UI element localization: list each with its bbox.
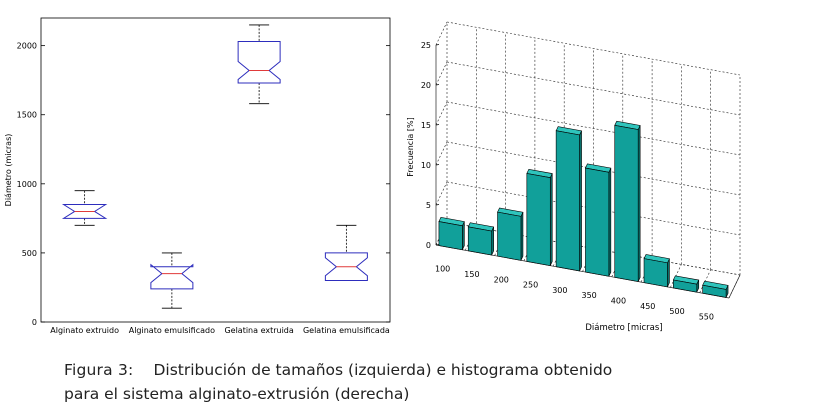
histogram-x-axis-label: Diámetro [micras] xyxy=(585,323,662,333)
histogram-x-tick-label: 450 xyxy=(640,302,655,311)
histogram-bar xyxy=(585,167,610,277)
histogram-side-grid-line xyxy=(435,61,448,86)
histogram-x-tick-label: 400 xyxy=(611,296,626,305)
boxplot-chart: 0 500 1000 1500 2000 Alginato extruido Algina… xyxy=(4,17,391,335)
histogram-y-tick xyxy=(435,164,440,166)
histogram-bar xyxy=(673,279,698,293)
histogram-side-grid-line xyxy=(435,101,448,126)
boxplot-box xyxy=(324,252,368,282)
caption-text-1: Distribución de tamaños (izquierda) e hi… xyxy=(153,361,613,379)
histogram-side-grid-line xyxy=(435,141,448,166)
boxplot-category-label: Gelatina extruida xyxy=(224,326,293,335)
histogram-bar xyxy=(702,284,727,298)
boxplot-y-tick-label: 1500 xyxy=(17,111,37,120)
histogram-x-axis-end xyxy=(728,274,741,299)
histogram-y-tick-label: 10 xyxy=(421,161,431,170)
histogram-3d-chart: 0 5 10 15 20 25 100 150 200 250 300 350 400 450 500 550… xyxy=(406,21,741,333)
boxplot-box xyxy=(150,263,194,290)
histogram-bar xyxy=(497,211,522,261)
histogram-bar xyxy=(555,130,580,272)
histogram-y-tick-label: 20 xyxy=(421,81,431,90)
histogram-y-tick xyxy=(435,44,440,46)
histogram-side-grid-line xyxy=(435,21,448,46)
histogram-x-tick-label: 150 xyxy=(464,270,479,279)
caption-line-1: Figura 3: Distribución de tamaños (izquie… xyxy=(64,358,804,382)
boxplot-category-label: Gelatina emulsificada xyxy=(303,326,390,335)
histogram-back-grid-line xyxy=(446,21,741,76)
boxplot-y-tick-label: 2000 xyxy=(17,42,37,51)
histogram-y-tick-label: 25 xyxy=(421,41,431,50)
histogram-x-tick-label: 200 xyxy=(494,275,509,284)
histogram-bar xyxy=(467,226,492,256)
histogram-y-tick xyxy=(435,204,440,206)
histogram-side-grid-line xyxy=(435,181,448,206)
boxplot-y-tick-label: 1000 xyxy=(17,180,37,189)
histogram-bar xyxy=(526,173,551,267)
boxplot-y-axis-label: Diámetro (micras) xyxy=(4,134,13,207)
histogram-x-tick-label: 550 xyxy=(699,312,714,321)
caption-line-2: para el sistema alginato-extrusión (dere… xyxy=(64,385,410,403)
histogram-y-tick xyxy=(435,84,440,86)
boxplot-y-tick-label: 0 xyxy=(32,318,37,327)
histogram-x-tick-label: 300 xyxy=(552,286,567,295)
histogram-bar xyxy=(438,221,463,251)
boxplot-category-label: Alginato emulsificado xyxy=(129,326,215,335)
histogram-y-tick xyxy=(435,244,440,246)
boxplot-y-tick-label: 500 xyxy=(22,249,37,258)
histogram-x-tick-label: 500 xyxy=(669,307,684,316)
histogram-y-tick-label: 0 xyxy=(426,241,431,250)
histogram-x-tick-label: 250 xyxy=(523,281,538,290)
histogram-bar xyxy=(643,258,668,288)
histogram-y-tick-label: 5 xyxy=(426,201,431,210)
histogram-x-tick-label: 100 xyxy=(435,265,450,274)
figure-caption: Figura 3: Distribución de tamaños (izquie… xyxy=(64,358,804,406)
histogram-bar xyxy=(614,124,639,282)
boxplot-category-label: Alginato extruido xyxy=(50,326,119,335)
boxplot-box xyxy=(237,40,281,84)
caption-label: Figura 3: xyxy=(64,361,134,379)
boxplot-frame xyxy=(40,17,391,323)
histogram-y-tick-label: 15 xyxy=(421,121,431,130)
histogram-y-tick xyxy=(435,124,440,126)
histogram-x-tick-label: 350 xyxy=(582,291,597,300)
histogram-y-axis-label: Frecuencia [%] xyxy=(406,117,415,176)
